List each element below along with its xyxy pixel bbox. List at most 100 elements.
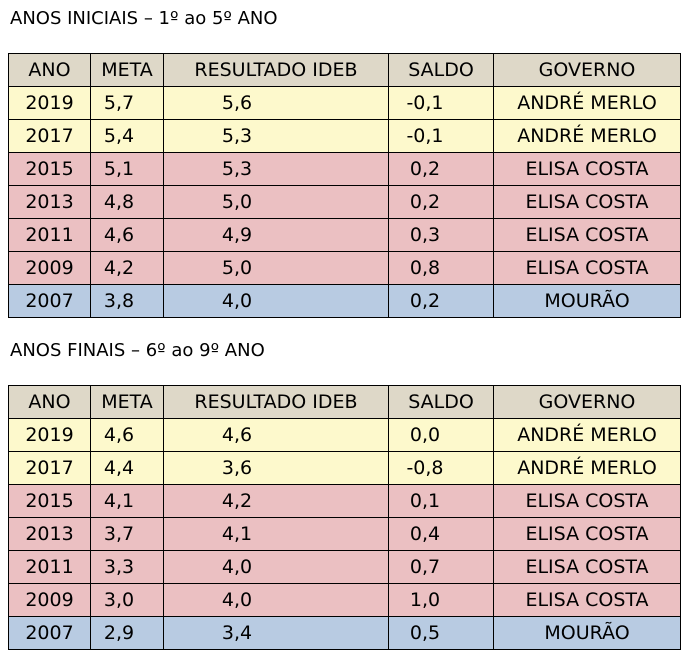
cell-ano: 2009 <box>8 251 91 285</box>
cell-saldo: 0,8 <box>388 251 494 285</box>
table-row: 2019 4,6 4,6 0,0 ANDRÉ MERLO <box>8 418 681 452</box>
cell-ano: 2015 <box>8 484 91 518</box>
cell-resultado: 4,0 <box>163 550 389 584</box>
table-row: 2013 3,7 4,1 0,4 ELISA COSTA <box>8 517 681 551</box>
cell-resultado: 4,2 <box>163 484 389 518</box>
header-governo: GOVERNO <box>493 385 681 419</box>
cell-saldo: 0,5 <box>388 616 494 650</box>
header-resultado: RESULTADO IDEB <box>163 53 389 87</box>
table-row: 2009 4,2 5,0 0,8 ELISA COSTA <box>8 251 681 285</box>
table-row: 2009 3,0 4,0 1,0 ELISA COSTA <box>8 583 681 617</box>
table-row: 2015 5,1 5,3 0,2 ELISA COSTA <box>8 152 681 186</box>
cell-resultado: 5,0 <box>163 251 389 285</box>
table-row: 2011 4,6 4,9 0,3 ELISA COSTA <box>8 218 681 252</box>
header-resultado: RESULTADO IDEB <box>163 385 389 419</box>
cell-governo: ELISA COSTA <box>493 550 681 584</box>
header-governo: GOVERNO <box>493 53 681 87</box>
cell-meta: 3,8 <box>90 284 164 318</box>
cell-ano: 2009 <box>8 583 91 617</box>
cell-resultado: 5,3 <box>163 152 389 186</box>
cell-meta: 5,4 <box>90 119 164 153</box>
cell-meta: 4,1 <box>90 484 164 518</box>
cell-meta: 4,8 <box>90 185 164 219</box>
cell-governo: ANDRÉ MERLO <box>493 86 681 120</box>
cell-saldo: 0,2 <box>388 284 494 318</box>
table-row: 2019 5,7 5,6 -0,1 ANDRÉ MERLO <box>8 86 681 120</box>
table-row: 2017 4,4 3,6 -0,8 ANDRÉ MERLO <box>8 451 681 485</box>
cell-meta: 3,7 <box>90 517 164 551</box>
cell-ano: 2017 <box>8 119 91 153</box>
cell-saldo: 1,0 <box>388 583 494 617</box>
cell-saldo: -0,1 <box>388 119 494 153</box>
cell-resultado: 5,6 <box>163 86 389 120</box>
table-row: 2015 4,1 4,2 0,1 ELISA COSTA <box>8 484 681 518</box>
table-row: 2017 5,4 5,3 -0,1 ANDRÉ MERLO <box>8 119 681 153</box>
cell-meta: 5,1 <box>90 152 164 186</box>
cell-governo: ELISA COSTA <box>493 218 681 252</box>
cell-ano: 2019 <box>8 86 91 120</box>
cell-resultado: 4,6 <box>163 418 389 452</box>
cell-saldo: 0,7 <box>388 550 494 584</box>
cell-ano: 2017 <box>8 451 91 485</box>
cell-saldo: 0,0 <box>388 418 494 452</box>
cell-resultado: 5,3 <box>163 119 389 153</box>
cell-saldo: 0,2 <box>388 152 494 186</box>
table-row: 2007 3,8 4,0 0,2 MOURÃO <box>8 284 681 318</box>
cell-ano: 2019 <box>8 418 91 452</box>
cell-ano: 2007 <box>8 616 91 650</box>
cell-meta: 4,4 <box>90 451 164 485</box>
cell-resultado: 3,4 <box>163 616 389 650</box>
header-saldo: SALDO <box>388 53 494 87</box>
header-meta: META <box>90 53 164 87</box>
cell-governo: ANDRÉ MERLO <box>493 119 681 153</box>
cell-resultado: 4,0 <box>163 583 389 617</box>
cell-governo: ELISA COSTA <box>493 517 681 551</box>
header-saldo: SALDO <box>388 385 494 419</box>
cell-saldo: -0,8 <box>388 451 494 485</box>
cell-saldo: -0,1 <box>388 86 494 120</box>
cell-ano: 2011 <box>8 550 91 584</box>
cell-meta: 4,6 <box>90 418 164 452</box>
header-meta: META <box>90 385 164 419</box>
cell-ano: 2011 <box>8 218 91 252</box>
cell-governo: ELISA COSTA <box>493 152 681 186</box>
cell-governo: ANDRÉ MERLO <box>493 451 681 485</box>
cell-governo: ELISA COSTA <box>493 185 681 219</box>
cell-meta: 5,7 <box>90 86 164 120</box>
cell-ano: 2013 <box>8 185 91 219</box>
cell-governo: ELISA COSTA <box>493 484 681 518</box>
header-ano: ANO <box>8 385 91 419</box>
table-row: 2007 2,9 3,4 0,5 MOURÃO <box>8 616 681 650</box>
cell-resultado: 4,9 <box>163 218 389 252</box>
section-title-anos-iniciais: ANOS INICIAIS – 1º ao 5º ANO <box>10 8 278 29</box>
cell-meta: 2,9 <box>90 616 164 650</box>
cell-resultado: 3,6 <box>163 451 389 485</box>
cell-ano: 2007 <box>8 284 91 318</box>
cell-ano: 2013 <box>8 517 91 551</box>
cell-resultado: 4,0 <box>163 284 389 318</box>
cell-governo: MOURÃO <box>493 284 681 318</box>
table-anos-iniciais: ANO META RESULTADO IDEB SALDO GOVERNO 20… <box>8 53 681 318</box>
cell-saldo: 0,4 <box>388 517 494 551</box>
table-anos-finais: ANO META RESULTADO IDEB SALDO GOVERNO 20… <box>8 385 681 650</box>
cell-resultado: 5,0 <box>163 185 389 219</box>
table-header-row: ANO META RESULTADO IDEB SALDO GOVERNO <box>8 53 681 87</box>
cell-meta: 4,2 <box>90 251 164 285</box>
section-title-anos-finais: ANOS FINAIS – 6º ao 9º ANO <box>10 340 265 361</box>
cell-ano: 2015 <box>8 152 91 186</box>
cell-meta: 3,3 <box>90 550 164 584</box>
cell-meta: 3,0 <box>90 583 164 617</box>
table-header-row: ANO META RESULTADO IDEB SALDO GOVERNO <box>8 385 681 419</box>
cell-saldo: 0,2 <box>388 185 494 219</box>
table-row: 2013 4,8 5,0 0,2 ELISA COSTA <box>8 185 681 219</box>
cell-saldo: 0,1 <box>388 484 494 518</box>
cell-saldo: 0,3 <box>388 218 494 252</box>
header-ano: ANO <box>8 53 91 87</box>
cell-governo: ELISA COSTA <box>493 251 681 285</box>
cell-governo: ELISA COSTA <box>493 583 681 617</box>
cell-meta: 4,6 <box>90 218 164 252</box>
cell-governo: MOURÃO <box>493 616 681 650</box>
table-row: 2011 3,3 4,0 0,7 ELISA COSTA <box>8 550 681 584</box>
cell-resultado: 4,1 <box>163 517 389 551</box>
cell-governo: ANDRÉ MERLO <box>493 418 681 452</box>
